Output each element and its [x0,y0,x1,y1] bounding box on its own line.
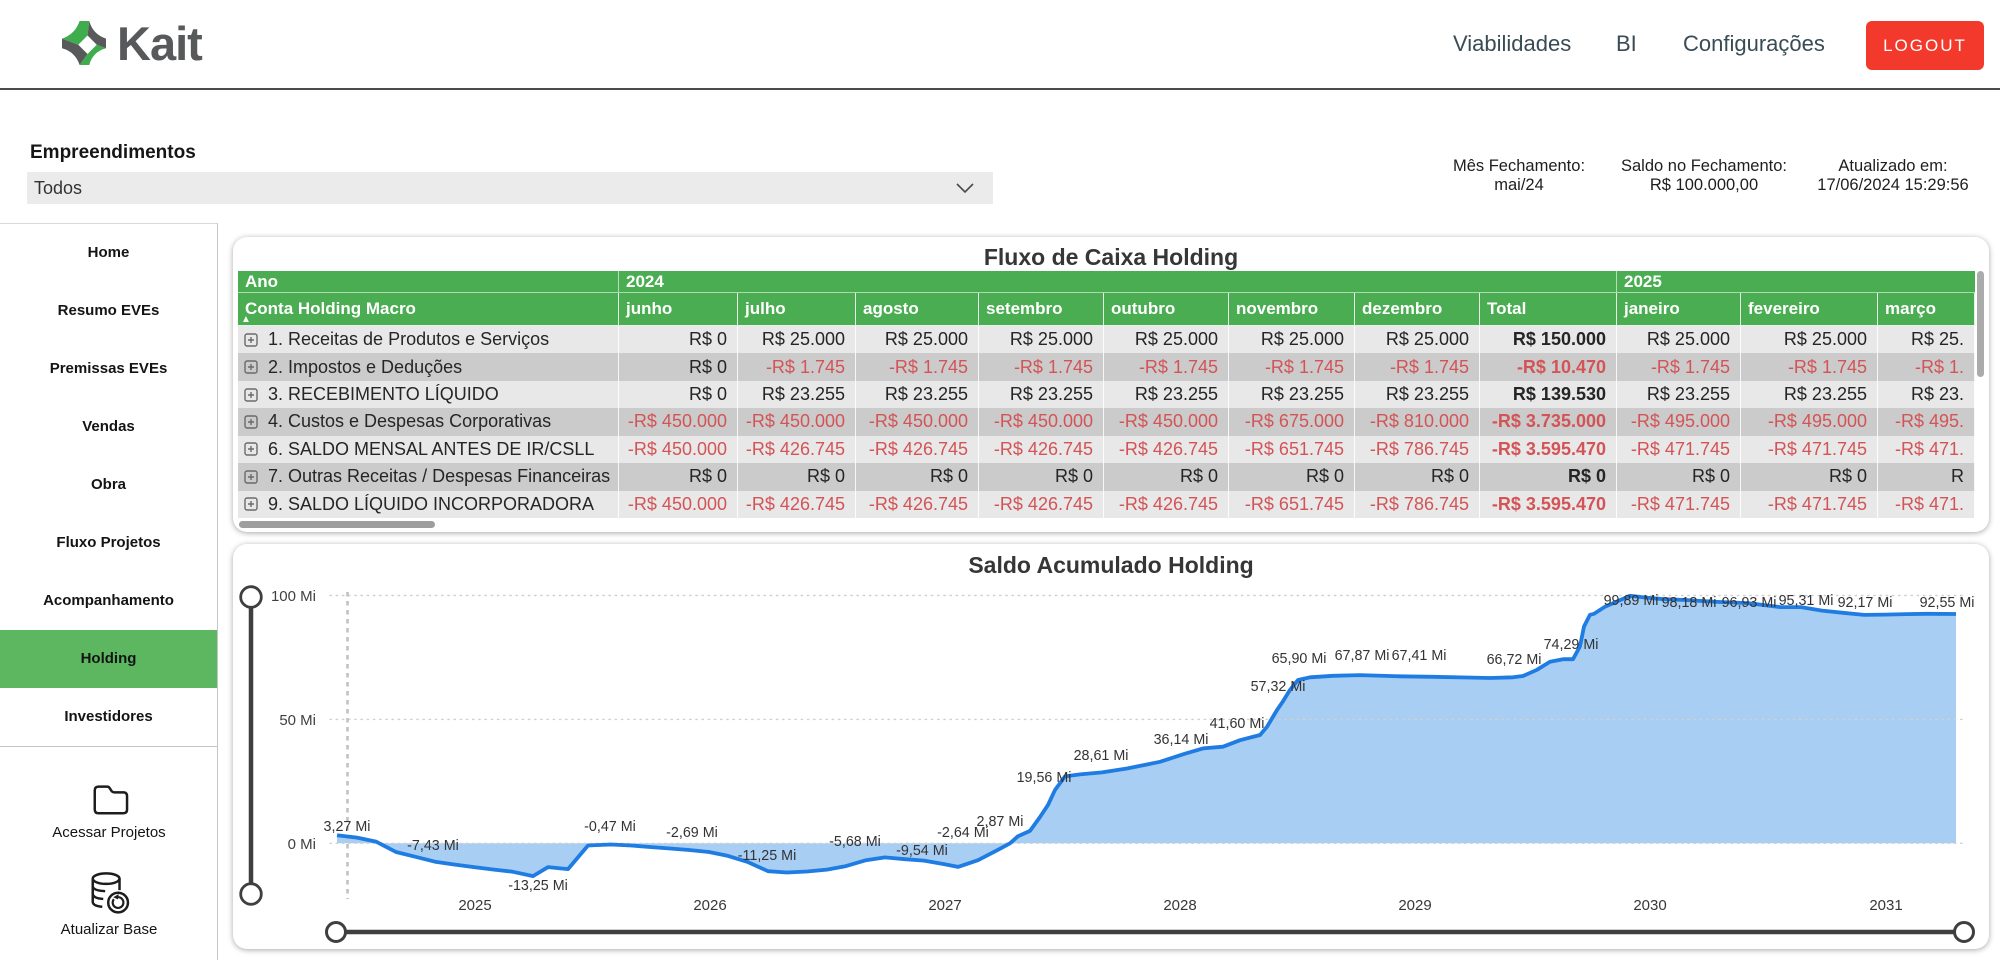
svg-text:2025: 2025 [458,897,491,914]
svg-text:92,55 Mi: 92,55 Mi [1920,595,1975,611]
svg-text:-2,69 Mi: -2,69 Mi [666,825,718,841]
svg-text:2028: 2028 [1163,897,1196,914]
svg-text:19,56 Mi: 19,56 Mi [1017,770,1072,786]
svg-text:-7,43 Mi: -7,43 Mi [407,838,459,854]
svg-text:100 Mi: 100 Mi [271,588,316,605]
svg-text:92,17 Mi: 92,17 Mi [1838,595,1893,611]
svg-text:65,90 Mi: 65,90 Mi [1272,651,1327,667]
svg-text:-0,47 Mi: -0,47 Mi [584,819,636,835]
svg-text:0 Mi: 0 Mi [288,836,316,853]
svg-text:67,41 Mi: 67,41 Mi [1392,648,1447,664]
svg-text:-5,68 Mi: -5,68 Mi [829,834,881,850]
svg-text:2027: 2027 [928,897,961,914]
svg-text:96,93 Mi: 96,93 Mi [1722,595,1777,611]
svg-text:-2,64 Mi: -2,64 Mi [937,825,989,841]
svg-text:67,87 Mi: 67,87 Mi [1335,648,1390,664]
svg-text:2,87 Mi: 2,87 Mi [977,814,1024,830]
svg-text:74,29 Mi: 74,29 Mi [1544,637,1599,653]
svg-text:36,14 Mi: 36,14 Mi [1154,732,1209,748]
svg-text:50 Mi: 50 Mi [279,712,316,729]
svg-text:2031: 2031 [1869,897,1902,914]
svg-text:2026: 2026 [693,897,726,914]
svg-text:-13,25 Mi: -13,25 Mi [508,878,568,894]
svg-text:98,18 Mi: 98,18 Mi [1662,595,1717,611]
svg-text:99,89 Mi: 99,89 Mi [1604,593,1659,609]
svg-text:3,27 Mi: 3,27 Mi [324,819,371,835]
svg-text:2030: 2030 [1633,897,1666,914]
svg-text:95,31 Mi: 95,31 Mi [1779,593,1834,609]
svg-text:41,60 Mi: 41,60 Mi [1210,716,1265,732]
svg-text:28,61 Mi: 28,61 Mi [1074,748,1129,764]
svg-text:2029: 2029 [1398,897,1431,914]
svg-text:57,32 Mi: 57,32 Mi [1251,679,1306,695]
svg-text:66,72 Mi: 66,72 Mi [1487,652,1542,668]
svg-text:-11,25 Mi: -11,25 Mi [738,848,797,864]
svg-text:-9,54 Mi: -9,54 Mi [896,843,948,859]
